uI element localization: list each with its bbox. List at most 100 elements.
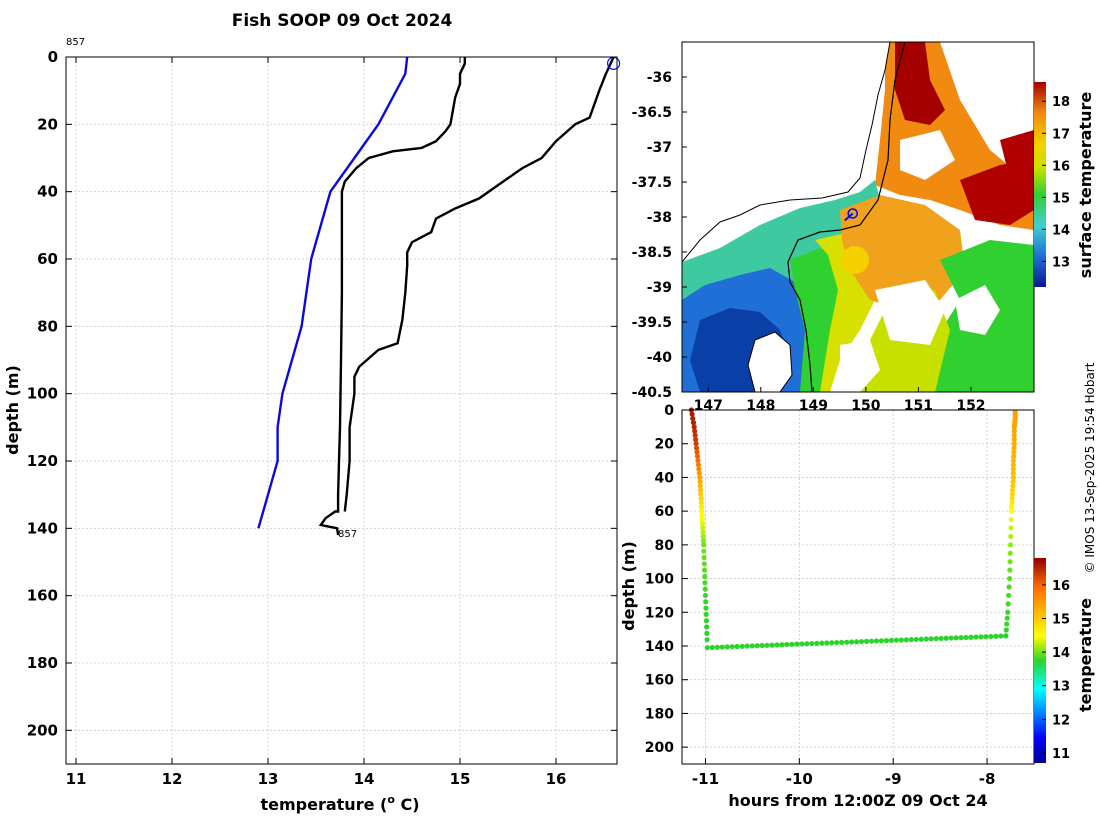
map-y-tick-label: -39.5 xyxy=(632,315,672,331)
track-point xyxy=(1009,504,1015,510)
track-point xyxy=(973,634,979,640)
track-point xyxy=(983,634,989,640)
profile-x-label: temperature (o C) xyxy=(260,793,419,814)
y-tick-label: 180 xyxy=(27,654,58,672)
track-y-label: depth (m) xyxy=(619,541,638,631)
track-point xyxy=(769,642,775,648)
track-x-tick-label: -9 xyxy=(885,770,902,788)
track-point xyxy=(963,634,969,641)
track-point xyxy=(734,643,740,650)
track-point xyxy=(923,636,929,642)
track-point xyxy=(804,641,810,647)
temp-cb-tick-label: 11 xyxy=(1052,747,1070,762)
track-point xyxy=(692,432,698,438)
track-y-tick-label: 160 xyxy=(645,673,674,689)
track-point xyxy=(689,411,695,417)
track-point xyxy=(703,618,710,624)
track-point xyxy=(699,512,705,518)
track-point xyxy=(699,508,705,514)
track-point xyxy=(868,638,875,644)
track-point xyxy=(1007,559,1013,565)
track-point xyxy=(1011,428,1017,434)
track-point xyxy=(873,638,880,644)
y-tick-label: 140 xyxy=(27,519,58,537)
cloud-mask-4 xyxy=(955,285,1000,335)
track-point xyxy=(1006,575,1013,582)
profile-line-cold xyxy=(318,57,466,536)
y-tick-label: 60 xyxy=(37,250,58,268)
track-point xyxy=(704,645,710,651)
track-y-tick-label: 140 xyxy=(645,639,674,655)
track-point xyxy=(693,445,700,451)
profile-id-bottom: 857 xyxy=(338,529,357,540)
track-point xyxy=(794,641,800,647)
track-point xyxy=(702,586,708,592)
sst-cb-tick-label: 15 xyxy=(1052,191,1070,206)
track-point xyxy=(1005,609,1011,615)
track-point xyxy=(809,640,815,647)
track-point xyxy=(698,504,705,510)
map-y-tick-label: -38.5 xyxy=(632,245,672,261)
track-point xyxy=(893,637,899,643)
track-point xyxy=(799,641,805,647)
map-y-tick-label: -36 xyxy=(647,70,672,86)
track-point xyxy=(1011,436,1017,443)
track-point xyxy=(691,424,697,430)
track-x-ticks: -11 -10 -9 -8 xyxy=(692,758,995,788)
track-point xyxy=(834,639,840,646)
track-point xyxy=(829,640,835,646)
track-point xyxy=(739,643,745,649)
coastline-mainland xyxy=(682,42,891,263)
isobath-line xyxy=(787,42,906,392)
track-grid xyxy=(682,409,1034,764)
temperature-colorbar xyxy=(1034,558,1046,763)
track-y-tick-label: 20 xyxy=(655,437,675,453)
track-point xyxy=(883,638,890,644)
track-point xyxy=(714,644,720,650)
y-tick-label: 120 xyxy=(27,452,58,470)
track-point xyxy=(878,638,885,644)
y-tick-label: 200 xyxy=(27,721,58,739)
track-point xyxy=(701,554,707,561)
cloud-mask-5 xyxy=(840,340,880,392)
track-point xyxy=(754,643,760,649)
profile-id-top: 857 xyxy=(66,37,85,48)
track-point xyxy=(1007,550,1013,556)
track-point xyxy=(1012,409,1018,415)
figure-title: Fish SOOP 09 Oct 2024 xyxy=(232,11,453,31)
track-point xyxy=(702,592,709,599)
sst-map xyxy=(682,42,1034,392)
sst-eddy-core xyxy=(841,246,869,274)
track-point xyxy=(978,634,984,640)
track-point xyxy=(1010,453,1017,459)
track-point xyxy=(749,643,755,649)
track-y-tick-label: 100 xyxy=(645,572,674,588)
track-point xyxy=(703,605,709,611)
track-x-label: hours from 12:00Z 09 Oct 24 xyxy=(728,791,987,810)
track-point xyxy=(700,525,706,531)
track-point xyxy=(704,624,710,630)
land-mainland xyxy=(682,42,890,250)
track-point xyxy=(700,533,706,540)
x-tick-label: 13 xyxy=(258,770,279,788)
temp-cb-tick-label: 13 xyxy=(1052,680,1070,695)
track-point xyxy=(1009,491,1016,497)
credit-text: © IMOS 13-Sep-2025 19:54 Hobart xyxy=(1083,362,1097,573)
map-y-tick-label: -37 xyxy=(647,140,672,156)
temp-cb-tick-label: 12 xyxy=(1052,713,1070,728)
temperature-colorbar-ticks: 11 12 13 14 15 16 xyxy=(1042,579,1070,762)
track-point xyxy=(948,635,954,641)
track-point xyxy=(918,636,924,642)
track-point xyxy=(789,641,795,647)
sst-cb-tick-label: 13 xyxy=(1052,255,1070,270)
track-point xyxy=(853,639,860,645)
track-point xyxy=(814,640,820,646)
track-point xyxy=(849,639,855,645)
track-point xyxy=(1008,516,1014,523)
map-y-tick-label: -39 xyxy=(647,280,672,296)
track-point xyxy=(928,636,934,642)
track-point xyxy=(703,611,709,617)
track-point xyxy=(696,470,702,476)
track-point xyxy=(1003,633,1009,639)
